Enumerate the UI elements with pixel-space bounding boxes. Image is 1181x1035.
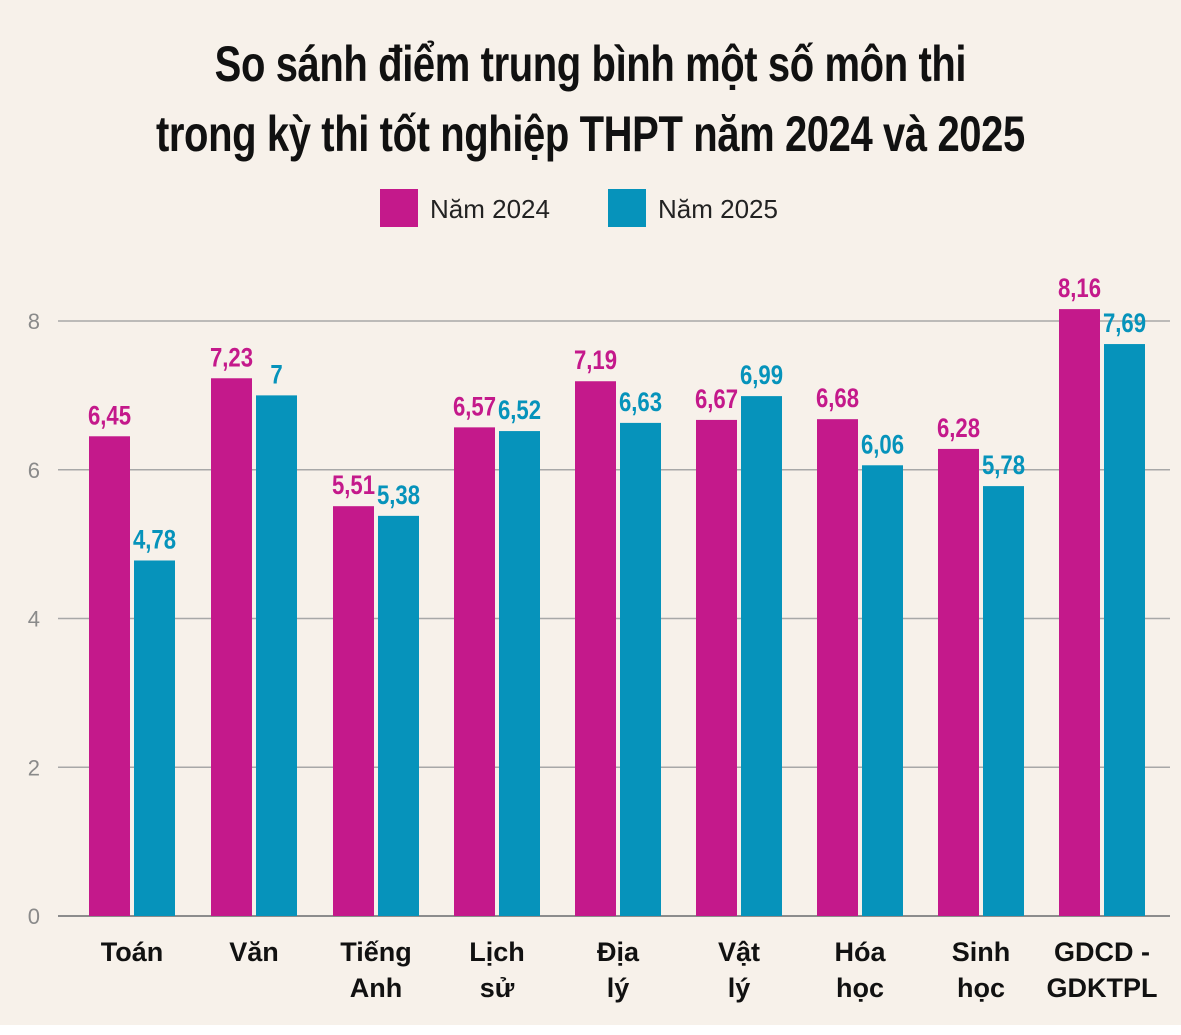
value-label-2025-2: 7 <box>270 360 282 390</box>
legend-label-1: Năm 2024 <box>430 194 550 224</box>
y-tick-label: 2 <box>28 755 40 780</box>
value-label-2025-3: 5,38 <box>377 481 420 511</box>
value-labels: 6,45 7,23 5,51 6,57 7,19 6,67 6,68 6,28 8,16 4,78… <box>88 274 1146 555</box>
value-label-2025-9: 7,69 <box>1103 309 1146 339</box>
x-tick-label: sử <box>480 973 515 1003</box>
value-label-2025-6: 6,99 <box>740 361 783 391</box>
bar-2025-6 <box>741 396 782 916</box>
bar-2025-9 <box>1104 344 1145 916</box>
legend-label-2: Năm 2025 <box>658 194 778 224</box>
x-tick-label: Lịch <box>469 937 525 967</box>
value-label-2024-4: 6,57 <box>453 392 496 422</box>
bar-2025-1 <box>134 560 175 916</box>
chart-title-line-1: So sánh điểm trung bình một số môn thi <box>214 36 967 92</box>
value-label-2025-7: 6,06 <box>861 430 904 460</box>
bar-2024-2 <box>211 378 252 916</box>
bar-2024-4 <box>454 427 495 916</box>
x-tick-label: Vật <box>718 937 760 967</box>
x-tick-label: Văn <box>229 937 279 967</box>
bar-2024-3 <box>333 506 374 916</box>
x-tick-label: học <box>836 973 884 1003</box>
x-tick-label: học <box>957 973 1005 1003</box>
legend-swatch-1 <box>380 189 418 227</box>
y-tick-label: 0 <box>28 904 40 929</box>
bar-2024-1 <box>89 436 130 916</box>
chart-title-line-2: trong kỳ thi tốt nghiệp THPT năm 2024 và… <box>155 106 1025 162</box>
legend: Năm 2024 Năm 2025 <box>380 189 778 227</box>
value-label-2024-8: 6,28 <box>937 414 980 444</box>
value-label-2025-1: 4,78 <box>133 526 176 556</box>
bar-2025-4 <box>499 431 540 916</box>
bar-2025-2 <box>256 395 297 916</box>
bars <box>89 309 1145 917</box>
x-tick-label: Hóa <box>834 937 886 967</box>
bar-2024-6 <box>696 419 737 916</box>
x-tick-label: GDKTPL <box>1047 973 1158 1003</box>
bar-2025-3 <box>378 515 419 916</box>
value-label-2024-3: 5,51 <box>332 471 375 501</box>
y-tick-label: 4 <box>28 607 40 632</box>
x-tick-label: GDCD - <box>1054 937 1150 967</box>
bar-2024-5 <box>575 381 616 916</box>
x-tick-label: Anh <box>350 973 402 1003</box>
bar-2024-9 <box>1059 309 1100 917</box>
bar-2024-8 <box>938 448 979 916</box>
value-label-2024-1: 6,45 <box>88 401 131 431</box>
x-tick-label: Toán <box>101 937 164 967</box>
value-label-2025-4: 6,52 <box>498 396 541 426</box>
y-tick-label: 8 <box>28 309 40 334</box>
bar-2025-7 <box>862 465 903 916</box>
x-tick-label: lý <box>728 973 751 1003</box>
bar-2025-5 <box>620 422 661 916</box>
value-label-2025-8: 5,78 <box>982 451 1025 481</box>
x-axis: Toán Văn Tiếng Anh Lịch sử Địa lý Vật lý Hóa học Sin… <box>101 937 1158 1003</box>
y-tick-label: 6 <box>28 458 40 483</box>
value-label-2024-9: 8,16 <box>1058 274 1101 304</box>
x-tick-label: lý <box>607 973 630 1003</box>
bar-2025-8 <box>983 486 1024 916</box>
value-label-2024-6: 6,67 <box>695 385 738 415</box>
x-tick-label: Tiếng <box>340 937 412 967</box>
value-label-2025-5: 6,63 <box>619 388 662 418</box>
x-tick-label: Địa <box>597 937 640 967</box>
y-axis: 0 2 4 6 8 <box>28 309 40 929</box>
value-label-2024-2: 7,23 <box>210 343 253 373</box>
bar-2024-7 <box>817 419 858 916</box>
value-label-2024-5: 7,19 <box>574 346 617 376</box>
x-tick-label: Sinh <box>952 937 1011 967</box>
value-label-2024-7: 6,68 <box>816 384 859 414</box>
legend-swatch-2 <box>608 189 646 227</box>
